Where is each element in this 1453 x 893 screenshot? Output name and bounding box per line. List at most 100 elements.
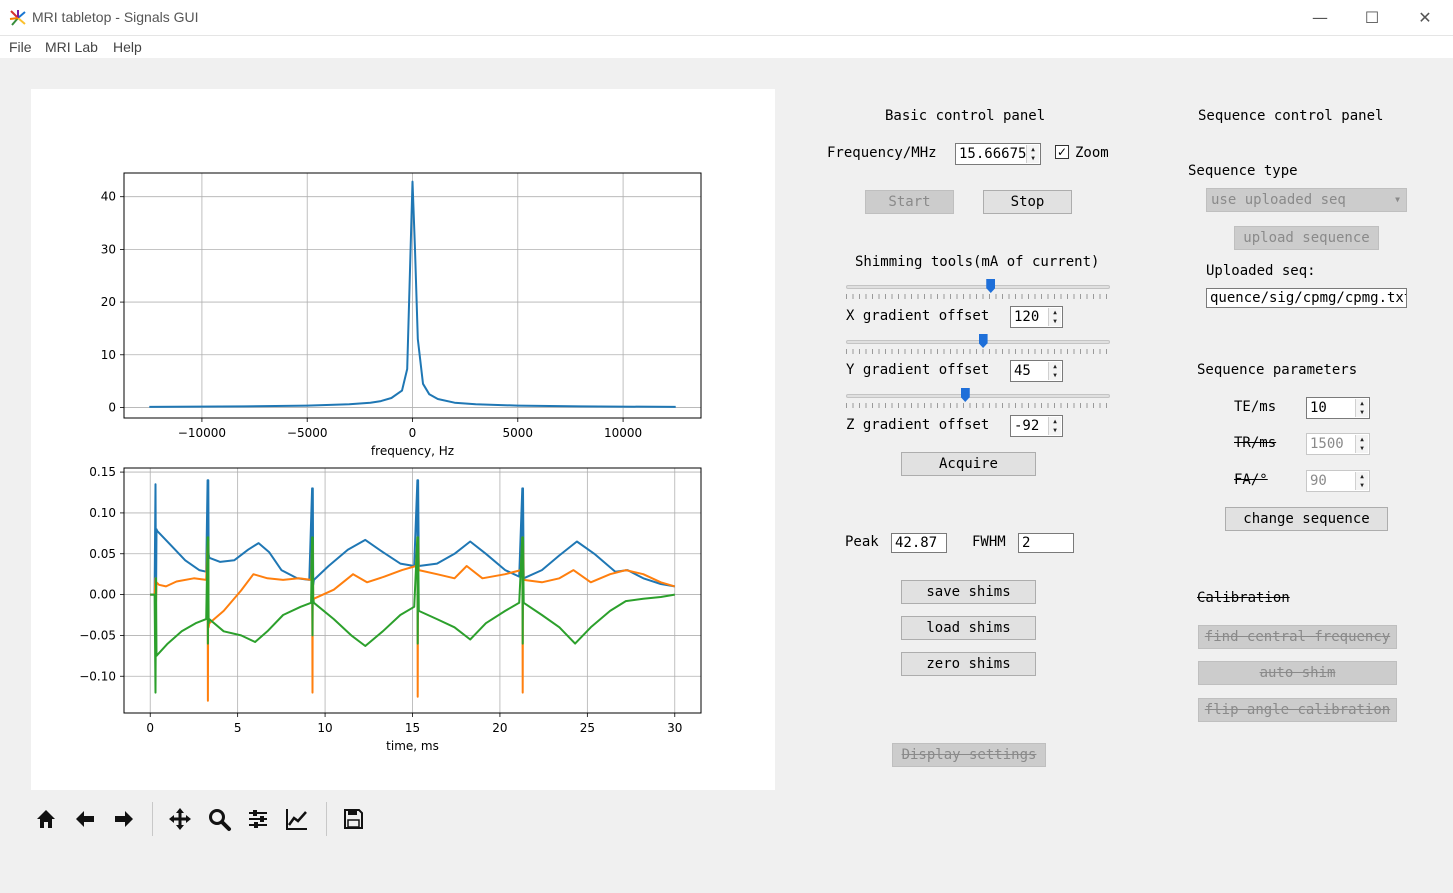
- uploaded-seq-label: Uploaded seq:: [1206, 263, 1316, 279]
- spin-up-icon[interactable]: ▲: [1053, 309, 1057, 316]
- frequency-value: 15.66675: [959, 146, 1027, 162]
- z-gradient-spinbox[interactable]: -92 ▲ ▼: [1010, 415, 1063, 437]
- y-tick-label: 40: [101, 190, 116, 204]
- auto-shim-button[interactable]: auto shim: [1198, 661, 1397, 685]
- spin-down-icon[interactable]: ▼: [1360, 482, 1364, 489]
- back-arrow-icon[interactable]: [70, 804, 100, 834]
- z-gradient-value: -92: [1014, 418, 1040, 434]
- y-tick-label: 0: [108, 400, 116, 414]
- z-gradient-slider[interactable]: [846, 388, 1110, 415]
- series-line-0: [149, 180, 676, 408]
- y-tick-label: −0.10: [79, 669, 116, 683]
- display-settings-button[interactable]: Display settings: [892, 743, 1046, 767]
- flip-angle-calibration-button[interactable]: flip angle calibration: [1198, 698, 1397, 722]
- frequency-spinbox[interactable]: 15.66675 ▲ ▼: [955, 143, 1041, 165]
- x-tick-label: −5000: [287, 426, 328, 440]
- zoom-icon[interactable]: [204, 804, 234, 834]
- spin-up-icon[interactable]: ▲: [1360, 436, 1364, 443]
- spin-down-icon[interactable]: ▼: [1360, 445, 1364, 452]
- upload-sequence-button[interactable]: upload sequence: [1234, 226, 1379, 250]
- pan-icon[interactable]: [165, 804, 195, 834]
- home-icon[interactable]: [31, 804, 61, 834]
- menu-bar: File MRI Lab Help: [0, 36, 1453, 58]
- slider-handle[interactable]: [986, 279, 996, 293]
- spin-down-icon[interactable]: ▼: [1031, 155, 1035, 162]
- spin-down-icon[interactable]: ▼: [1053, 427, 1057, 434]
- subplots-config-icon[interactable]: [243, 804, 273, 834]
- y-gradient-spinbox[interactable]: 45 ▲ ▼: [1010, 360, 1063, 382]
- start-button[interactable]: Start: [865, 190, 954, 214]
- y-tick-label: −0.05: [79, 628, 116, 642]
- spin-arrows[interactable]: ▲ ▼: [1048, 308, 1061, 326]
- find-central-frequency-button[interactable]: find central frequency: [1198, 625, 1397, 649]
- x-gradient-label: X gradient offset: [846, 308, 990, 324]
- spin-arrows[interactable]: ▲ ▼: [1355, 472, 1368, 490]
- fa-spinbox[interactable]: 90 ▲ ▼: [1306, 470, 1370, 492]
- sequence-type-dropdown[interactable]: use uploaded seq ▼: [1206, 188, 1407, 212]
- x-gradient-spinbox[interactable]: 120 ▲ ▼: [1010, 306, 1063, 328]
- sequence-type-value: use uploaded seq: [1211, 192, 1346, 208]
- y-tick-label: 20: [101, 295, 116, 309]
- menu-file[interactable]: File: [9, 39, 32, 55]
- minimize-button[interactable]: —: [1312, 8, 1328, 27]
- fwhm-field[interactable]: 2: [1018, 533, 1074, 553]
- zoom-checkbox[interactable]: ✓: [1055, 145, 1069, 159]
- spin-down-icon[interactable]: ▼: [1053, 318, 1057, 325]
- tr-value: 1500: [1310, 436, 1344, 452]
- checkmark-icon: ✓: [1056, 145, 1068, 159]
- plot-canvas[interactable]: −10000 −5000 0 5000 10000 0 10 20 30 40 frequency,…: [31, 89, 775, 790]
- spin-arrows[interactable]: ▲ ▼: [1355, 399, 1368, 417]
- frequency-label: Frequency/MHz: [827, 145, 937, 161]
- spin-arrows[interactable]: ▲ ▼: [1355, 435, 1368, 453]
- spin-down-icon[interactable]: ▼: [1360, 409, 1364, 416]
- close-button[interactable]: ✕: [1418, 8, 1432, 27]
- fa-value: 90: [1310, 473, 1327, 489]
- peak-label: Peak: [845, 534, 879, 550]
- spin-up-icon[interactable]: ▲: [1360, 473, 1364, 480]
- slider-groove: [846, 285, 1110, 289]
- window-title: MRI tabletop - Signals GUI: [32, 9, 199, 25]
- spin-up-icon[interactable]: ▲: [1031, 146, 1035, 153]
- save-shims-button[interactable]: save shims: [901, 580, 1036, 604]
- menu-mri-lab[interactable]: MRI Lab: [45, 39, 98, 55]
- x-tick-label: 30: [667, 721, 682, 735]
- y-gradient-value: 45: [1014, 363, 1031, 379]
- spin-up-icon[interactable]: ▲: [1053, 418, 1057, 425]
- zero-shims-button[interactable]: zero shims: [901, 652, 1036, 676]
- slider-handle[interactable]: [978, 334, 988, 348]
- load-shims-button[interactable]: load shims: [901, 616, 1036, 640]
- acquire-button[interactable]: Acquire: [901, 452, 1036, 476]
- spin-up-icon[interactable]: ▲: [1053, 363, 1057, 370]
- spin-arrows[interactable]: ▲ ▼: [1048, 362, 1061, 380]
- menu-help[interactable]: Help: [113, 39, 142, 55]
- tr-spinbox[interactable]: 1500 ▲ ▼: [1306, 433, 1370, 455]
- sequence-panel-title: Sequence control panel: [1198, 108, 1384, 124]
- x-axis-label: frequency, Hz: [371, 444, 454, 458]
- spin-down-icon[interactable]: ▼: [1053, 372, 1057, 379]
- axes-frame: [123, 467, 702, 714]
- spin-arrows[interactable]: ▲ ▼: [1048, 417, 1061, 435]
- uploaded-seq-field[interactable]: quence/sig/cpmg/cpmg.txt: [1206, 288, 1407, 308]
- maximize-button[interactable]: ☐: [1364, 8, 1380, 27]
- toolbar-separator: [152, 802, 153, 836]
- y-tick-label: 0.10: [89, 506, 116, 520]
- forward-arrow-icon[interactable]: [109, 804, 139, 834]
- change-sequence-button[interactable]: change sequence: [1225, 507, 1388, 531]
- spin-up-icon[interactable]: ▲: [1360, 400, 1364, 407]
- x-tick-label: 5: [234, 721, 242, 735]
- x-gradient-slider[interactable]: [846, 279, 1110, 306]
- stop-button[interactable]: Stop: [983, 190, 1072, 214]
- peak-field[interactable]: 42.87: [891, 533, 947, 553]
- fwhm-label: FWHM: [972, 534, 1006, 550]
- toolbar-separator: [326, 802, 327, 836]
- y-gradient-slider[interactable]: [846, 334, 1110, 361]
- spin-arrows[interactable]: ▲ ▼: [1026, 145, 1039, 163]
- save-figure-icon[interactable]: [338, 804, 368, 834]
- axes-edit-icon[interactable]: [282, 804, 312, 834]
- y-tick-label: 30: [101, 242, 116, 256]
- y-tick-label: 0.00: [89, 588, 116, 602]
- y-tick-label: 0.05: [89, 547, 116, 561]
- te-spinbox[interactable]: 10 ▲ ▼: [1306, 397, 1370, 419]
- fa-label: FA/°: [1234, 472, 1268, 488]
- slider-handle[interactable]: [960, 388, 970, 402]
